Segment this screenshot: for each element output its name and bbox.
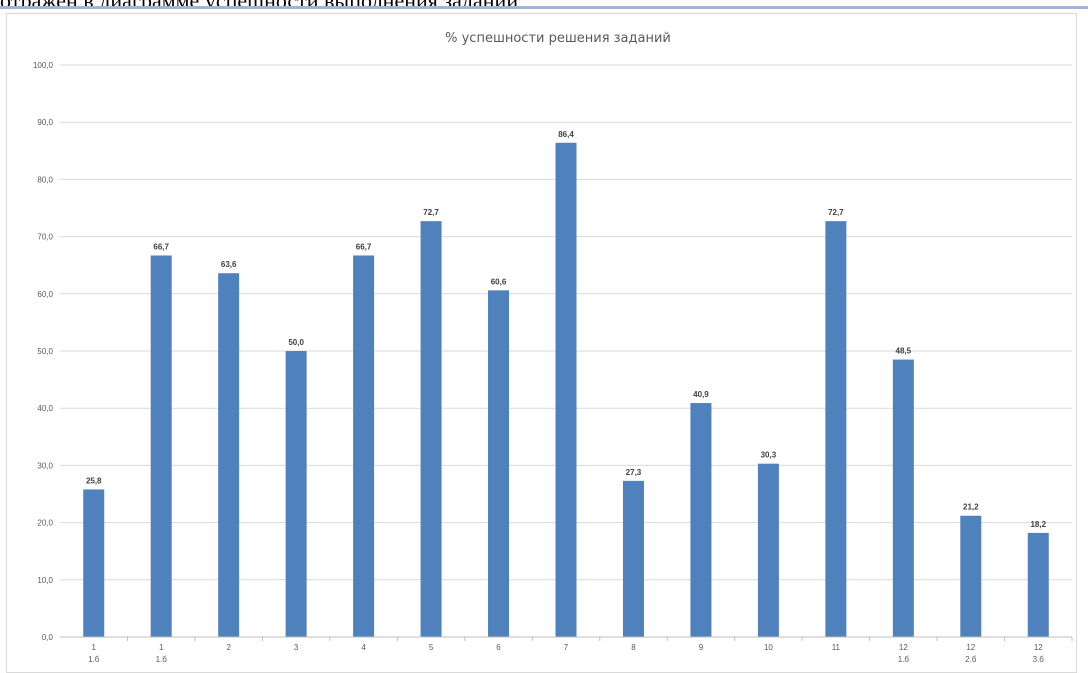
bar: [420, 221, 442, 637]
x-tick-label: 9: [699, 643, 704, 652]
data-label: 50,0: [288, 338, 304, 347]
bar: [150, 255, 172, 637]
data-label: 27,3: [626, 468, 642, 477]
x-tick-label: 1: [92, 643, 97, 652]
x-tick-label: 1: [159, 643, 164, 652]
y-tick-label: 100,0: [33, 61, 54, 70]
y-axis-ticks: 0,0 10,0 20,0 30,0 40,0 50,0 60,0 70,0 80,0 90,0 1…: [33, 61, 54, 642]
x-tick-sublabel: 2.б: [965, 655, 977, 664]
data-label: 60,6: [491, 277, 507, 286]
data-label: 66,7: [153, 242, 169, 251]
x-tick-label: 5: [429, 643, 434, 652]
bar: [960, 515, 982, 637]
x-tick-label: 7: [564, 643, 569, 652]
x-tick-label: 4: [361, 643, 366, 652]
bar: [690, 403, 712, 637]
bar: [892, 359, 914, 637]
data-label: 48,5: [896, 347, 912, 356]
x-tick-label: 6: [496, 643, 501, 652]
x-axis-ticks: 1 1.б 1 1.б 2 3 4 5 6 7 8 9 10 11 12 1.б 12 2.б 12 3.б: [88, 637, 1073, 664]
x-tick-label: 10: [764, 643, 773, 652]
y-tick-label: 80,0: [37, 175, 53, 184]
data-label: 25,8: [86, 476, 102, 485]
data-label: 21,2: [963, 503, 979, 512]
bar: [825, 221, 847, 637]
y-tick-label: 70,0: [37, 233, 53, 242]
y-tick-label: 40,0: [37, 404, 53, 413]
data-label: 72,7: [423, 208, 439, 217]
y-tick-label: 0,0: [42, 633, 54, 642]
data-label: 72,7: [828, 208, 844, 217]
y-tick-label: 60,0: [37, 290, 53, 299]
bar: [1027, 532, 1049, 637]
bar: [353, 255, 375, 637]
y-tick-label: 10,0: [37, 576, 53, 585]
x-tick-label: 3: [294, 643, 299, 652]
bars: [83, 142, 1049, 638]
y-tick-label: 20,0: [37, 519, 53, 528]
y-tick-label: 30,0: [37, 461, 53, 470]
x-tick-label: 12: [1034, 643, 1043, 652]
x-tick-label: 12: [899, 643, 908, 652]
data-label: 30,3: [761, 451, 777, 460]
bar: [218, 273, 240, 637]
bar: [555, 142, 577, 638]
x-tick-sublabel: 1.б: [156, 655, 168, 664]
x-tick-sublabel: 1.б: [88, 655, 100, 664]
bar: [757, 463, 779, 637]
data-label: 18,2: [1030, 520, 1046, 529]
bar: [285, 351, 307, 637]
x-tick-label: 11: [832, 643, 841, 652]
bar: [622, 480, 644, 637]
x-tick-label: 12: [966, 643, 975, 652]
y-tick-label: 90,0: [37, 118, 53, 127]
x-tick-sublabel: 3.б: [1033, 655, 1045, 664]
data-label: 63,6: [221, 260, 237, 269]
bar: [488, 290, 510, 637]
bar: [83, 489, 105, 637]
x-tick-sublabel: 1.б: [898, 655, 910, 664]
data-label: 86,4: [558, 130, 574, 139]
data-label: 66,7: [356, 242, 372, 251]
x-tick-label: 2: [226, 643, 231, 652]
chart-title: % успешности решения заданий: [445, 31, 671, 46]
document-cut-text: отражен в диаграмме успешности выполнени…: [0, 0, 1088, 8]
document-rule: [0, 6, 1088, 9]
data-labels: 25,8 66,7 63,6 50,0 66,7 72,7 60,6 86,4 27,3 40,9…: [86, 130, 1047, 529]
data-label: 40,9: [693, 390, 709, 399]
x-tick-label: 8: [631, 643, 636, 652]
y-tick-label: 50,0: [37, 347, 53, 356]
